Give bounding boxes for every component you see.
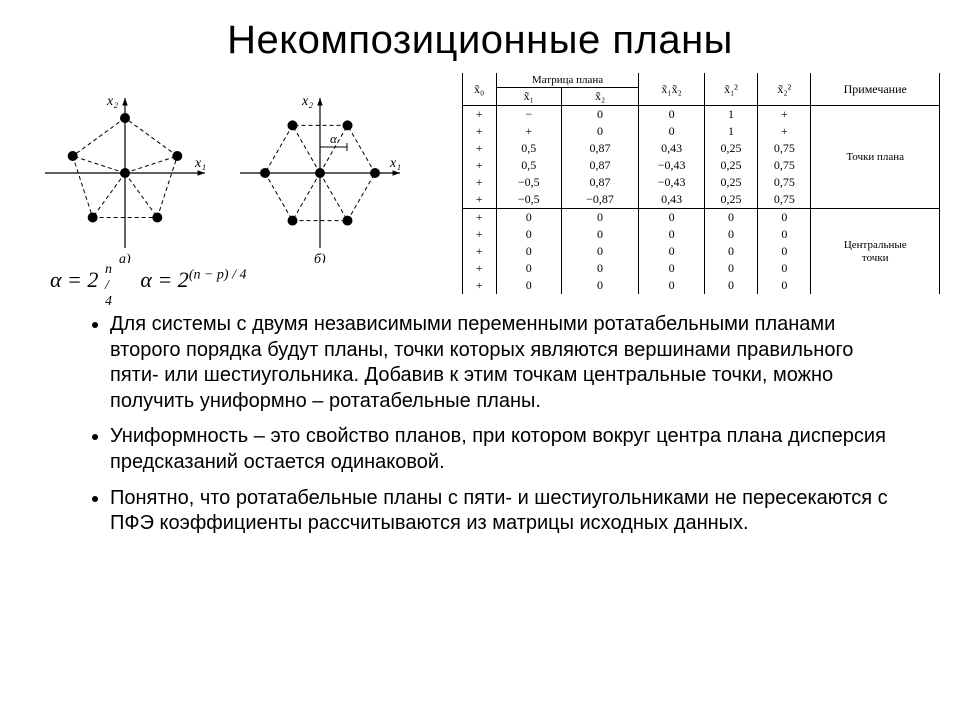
svg-text:x₁: x₁ [389,156,401,171]
note-points: Точки плана [811,106,940,209]
page-title: Некомпозиционные планы [0,0,960,63]
bullet-item: Для системы с двумя независимыми перемен… [110,312,890,414]
bullet-item: Понятно, что ротатабельные планы с пяти-… [110,486,890,537]
table-row: +−001+Точки плана [462,106,939,124]
plan-matrix-table: x̃₀ Матрица плана x̃₁x̃₂ x̃₁² x̃₂² Приме… [462,73,940,294]
bullet-item: Униформность – это свойство планов, при … [110,424,890,475]
formula-2: α = 2(n − p) / 4 [140,267,246,293]
svg-text:α: α [330,131,338,146]
formula-1: α = 2n / 4 [50,267,98,293]
table-row: +00000Центральныеточки [462,209,939,227]
svg-text:б): б) [314,252,326,263]
svg-text:x₂: x₂ [106,94,118,109]
svg-text:x₁: x₁ [194,156,206,171]
svg-text:x₂: x₂ [301,94,313,109]
diagrams-region: x₁ x₂ x₁ x₂ α а) б) α = 2n / 4 α = 2(n − p) / … [20,73,462,294]
polygon-diagrams: x₁ x₂ x₁ x₂ α а) б) [20,73,440,263]
svg-text:а): а) [119,252,131,263]
bullet-list: Для системы с двумя независимыми перемен… [0,294,960,537]
note-central: Центральныеточки [811,209,940,295]
